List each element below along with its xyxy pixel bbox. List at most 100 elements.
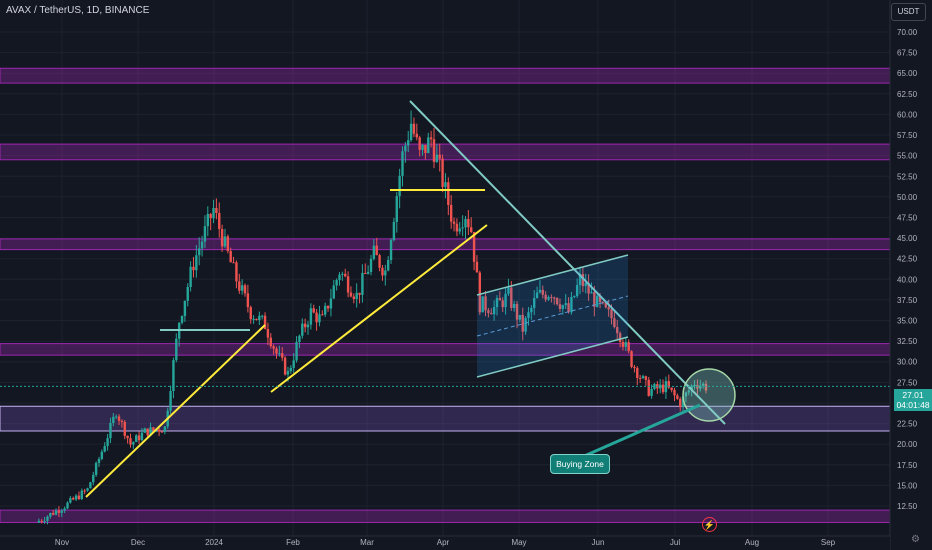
- zone-band: [0, 405, 891, 432]
- candle-body: [630, 351, 633, 367]
- candle-body: [524, 317, 527, 332]
- candle-body: [504, 293, 507, 308]
- candle-body: [263, 315, 267, 330]
- candle-body: [366, 271, 370, 274]
- candle-body: [409, 123, 413, 141]
- buying-zone-circle: [682, 368, 736, 422]
- candle-body: [338, 274, 341, 280]
- y-tick-label: 17.50: [897, 461, 918, 470]
- candle-body: [553, 297, 556, 299]
- candle-body: [449, 205, 453, 222]
- candle-body: [598, 295, 602, 302]
- candle-body: [404, 145, 407, 152]
- candle-body: [281, 353, 284, 358]
- last-price-tag: 27.01 04:01:48: [894, 389, 932, 411]
- candle-body: [306, 324, 310, 328]
- candle-body: [215, 208, 218, 214]
- candle-body: [372, 245, 376, 259]
- candle-body: [595, 295, 599, 307]
- candle-body: [544, 294, 547, 300]
- candle-body: [530, 307, 533, 313]
- y-tick-label: 22.50: [897, 420, 918, 429]
- candle-body: [46, 516, 49, 521]
- y-tick-label: 32.50: [897, 337, 918, 346]
- candle-body: [581, 273, 585, 287]
- candle-body: [515, 303, 519, 320]
- uptrend-line: [270, 224, 488, 393]
- candle-body: [512, 303, 516, 308]
- tradingview-logo-icon[interactable]: ⚡: [702, 517, 717, 532]
- candle-body: [120, 420, 124, 422]
- candle-body: [123, 421, 126, 436]
- y-tick-label: 12.50: [897, 502, 918, 511]
- candle-body: [633, 366, 636, 368]
- candle-body: [673, 389, 676, 396]
- candle-body: [550, 297, 553, 299]
- candle-body: [487, 310, 490, 313]
- candle-body: [126, 435, 129, 439]
- candle-body: [475, 261, 479, 273]
- candle-body: [361, 272, 364, 295]
- candle-body: [378, 255, 381, 268]
- candle-body: [163, 426, 167, 432]
- candle-body: [235, 262, 238, 282]
- candle-body: [395, 196, 398, 222]
- candle-body: [69, 498, 72, 503]
- candle-body: [650, 388, 653, 396]
- candle-body: [189, 266, 192, 287]
- candle-body: [195, 255, 198, 271]
- currency-button[interactable]: USDT: [891, 3, 926, 21]
- channel-mid: [476, 295, 629, 337]
- candle-body: [470, 227, 473, 233]
- candle-body: [461, 227, 464, 229]
- channel-top: [476, 254, 629, 296]
- candle-body: [40, 520, 43, 522]
- candle-body: [349, 292, 353, 297]
- candle-body: [398, 175, 401, 197]
- candle-body: [375, 245, 378, 256]
- candle-body: [223, 236, 227, 247]
- candle-body: [315, 312, 318, 323]
- candle-body: [570, 297, 573, 313]
- candle-body: [272, 346, 275, 349]
- candle-body: [604, 302, 607, 308]
- candle-body: [232, 262, 235, 264]
- candle-body: [74, 495, 78, 500]
- y-tick-label: 35.00: [897, 317, 918, 326]
- candle-body: [621, 341, 625, 347]
- candle-body: [584, 283, 587, 287]
- candle-body: [644, 376, 648, 380]
- buying-zone-label[interactable]: Buying Zone: [550, 454, 610, 474]
- candle-body: [389, 240, 393, 261]
- x-tick-label: May: [511, 538, 526, 547]
- candle-body: [690, 385, 693, 391]
- candle-body: [157, 429, 161, 432]
- candle-body: [618, 333, 622, 342]
- y-tick-label: 30.00: [897, 358, 918, 367]
- candle-body: [518, 314, 522, 320]
- candle-body: [384, 270, 387, 276]
- candle-body: [438, 154, 441, 159]
- candle-body: [132, 441, 135, 445]
- candle-body: [295, 342, 298, 361]
- candle-body: [636, 367, 639, 378]
- y-tick-label: 45.00: [897, 234, 918, 243]
- candle-body: [60, 510, 63, 513]
- candle-body: [510, 287, 513, 308]
- candle-body: [676, 395, 679, 399]
- zone-band: [0, 509, 891, 523]
- gear-icon[interactable]: ⚙: [911, 534, 920, 545]
- price-axis: [890, 0, 932, 550]
- y-tick-label: 15.00: [897, 481, 918, 490]
- candle-body: [109, 422, 112, 439]
- x-tick-label: Jun: [592, 538, 605, 547]
- y-tick-label: 67.50: [897, 49, 918, 58]
- candle-body: [269, 337, 272, 347]
- y-tick-label: 60.00: [897, 110, 918, 119]
- candle-body: [561, 305, 565, 309]
- candle-body: [137, 435, 141, 441]
- candle-body: [335, 279, 338, 286]
- candle-body: [452, 221, 456, 224]
- candle-body: [344, 273, 347, 277]
